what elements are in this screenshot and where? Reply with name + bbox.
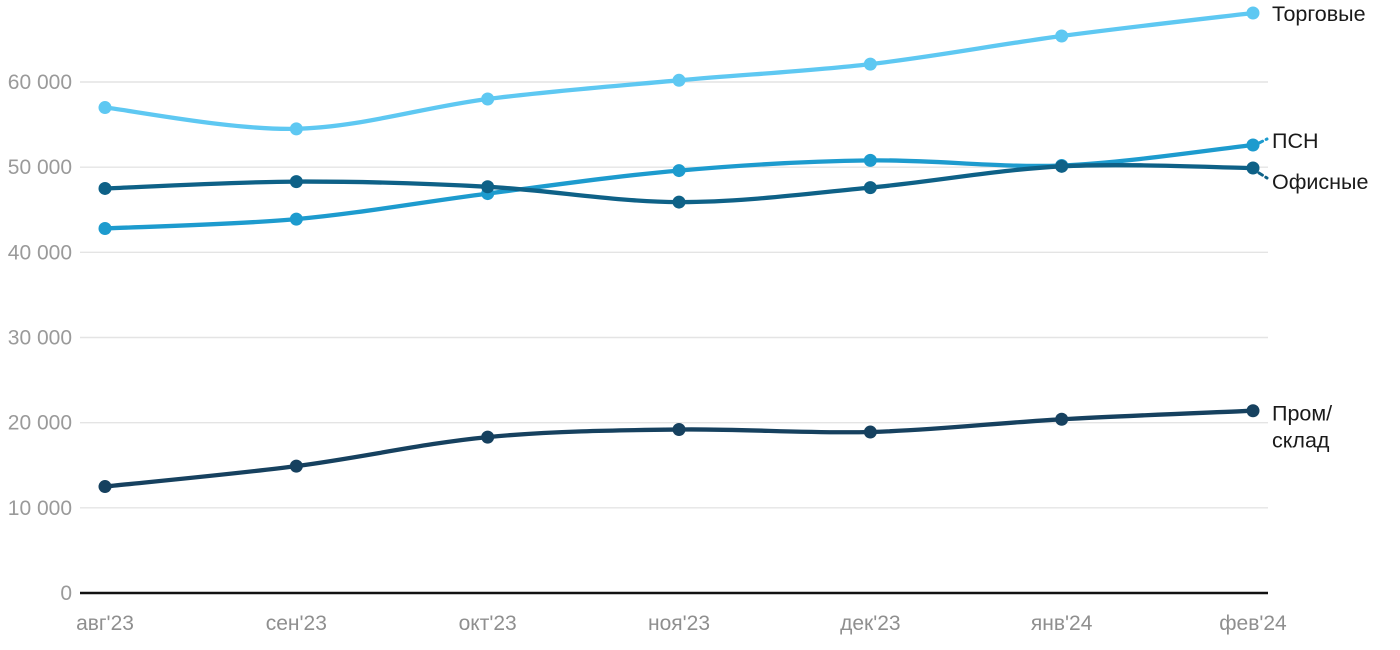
y-axis-tick-60000: 60 000	[8, 71, 72, 94]
y-axis-tick-50000: 50 000	[8, 156, 72, 179]
data-point-ofisnye-4[interactable]	[863, 181, 877, 195]
series-line-torgovye	[102, 10, 1256, 131]
data-point-torgovye-2[interactable]	[481, 92, 495, 106]
data-point-torgovye-5[interactable]	[1055, 29, 1069, 43]
data-point-prom-sklad-5[interactable]	[1055, 412, 1069, 426]
x-axis-tick-3: ноя'23	[648, 612, 710, 635]
x-axis-tick-1: сен'23	[266, 612, 327, 635]
x-axis-tick-5: янв'24	[1031, 612, 1093, 635]
series-label-ofisnye: Офисные	[1272, 170, 1368, 194]
y-axis-tick-10000: 10 000	[8, 497, 72, 520]
y-axis-tick-20000: 20 000	[8, 412, 72, 435]
data-point-ofisnye-2[interactable]	[481, 180, 495, 194]
series-label-prom-sklad: Пром/склад	[1272, 402, 1332, 453]
data-point-ofisnye-3[interactable]	[672, 195, 686, 209]
data-point-psn-1[interactable]	[289, 212, 303, 226]
data-point-prom-sklad-4[interactable]	[863, 425, 877, 439]
y-axis-tick-40000: 40 000	[8, 241, 72, 264]
data-point-psn-3[interactable]	[672, 164, 686, 178]
data-point-ofisnye-1[interactable]	[289, 175, 303, 189]
x-axis-tick-0: авг'23	[76, 612, 134, 635]
data-point-prom-sklad-2[interactable]	[481, 430, 495, 444]
data-point-torgovye-3[interactable]	[672, 73, 686, 87]
series-label-torgovye: Торговые	[1272, 2, 1366, 26]
x-axis-tick-2: окт'23	[459, 612, 517, 635]
data-point-torgovye-6[interactable]	[1246, 6, 1260, 20]
x-axis-tick-4: дек'23	[840, 612, 901, 635]
y-axis-tick-30000: 30 000	[8, 327, 72, 350]
label-connector-psn	[1257, 137, 1269, 145]
data-point-ofisnye-6[interactable]	[1246, 161, 1260, 175]
data-point-prom-sklad-1[interactable]	[289, 459, 303, 473]
data-point-psn-4[interactable]	[863, 153, 877, 167]
data-point-ofisnye-5[interactable]	[1055, 159, 1069, 173]
data-point-psn-0[interactable]	[98, 221, 112, 235]
label-connector-ofisnye	[1257, 171, 1269, 180]
x-axis-tick-6: фев'24	[1219, 612, 1287, 635]
data-point-psn-6[interactable]	[1246, 138, 1260, 152]
data-point-torgovye-4[interactable]	[863, 57, 877, 71]
data-point-prom-sklad-0[interactable]	[98, 480, 112, 494]
y-axis-tick-0: 0	[60, 582, 72, 605]
series-line-psn	[102, 142, 1256, 231]
series-label-psn: ПСН	[1272, 129, 1319, 153]
data-point-torgovye-0[interactable]	[98, 101, 112, 115]
data-point-prom-sklad-3[interactable]	[672, 422, 686, 436]
data-point-ofisnye-0[interactable]	[98, 181, 112, 195]
data-point-prom-sklad-6[interactable]	[1246, 404, 1260, 418]
data-point-torgovye-1[interactable]	[289, 122, 303, 136]
